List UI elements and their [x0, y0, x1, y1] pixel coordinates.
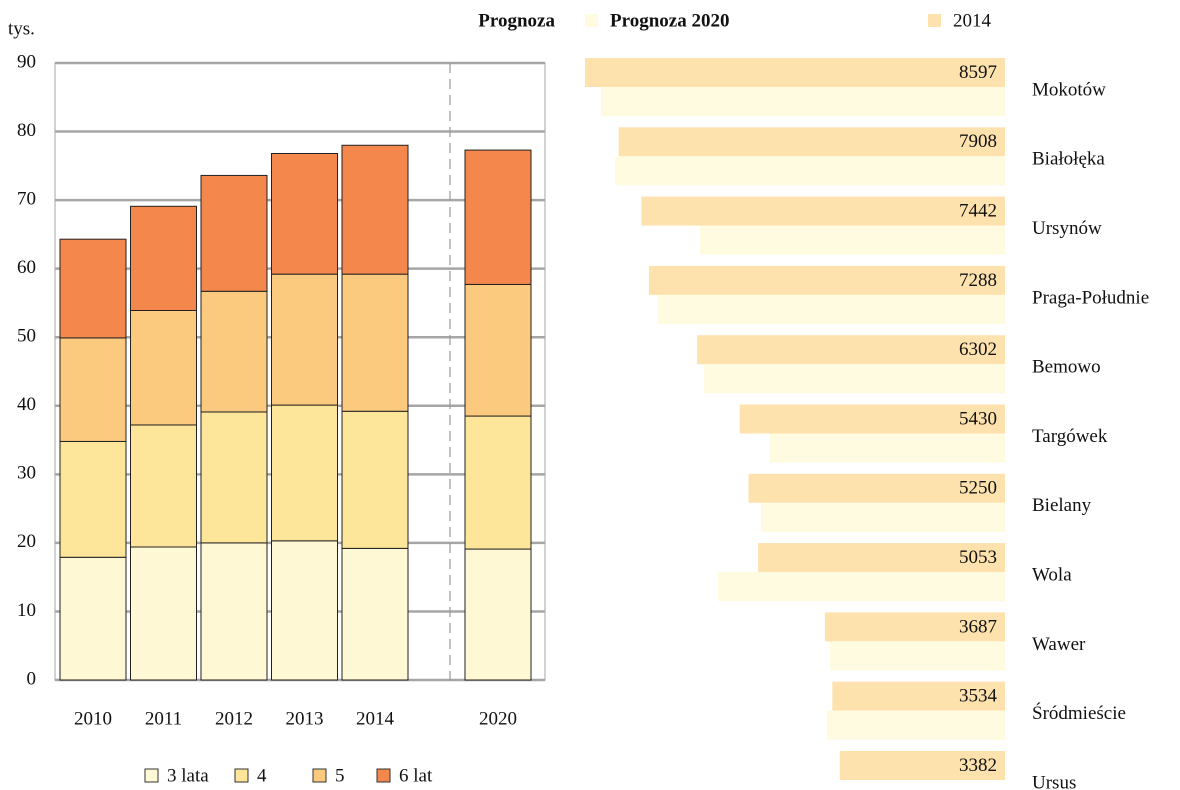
category-label: Śródmieście	[1032, 702, 1126, 724]
value-label: 5053	[959, 547, 997, 568]
bar-segment	[271, 540, 338, 681]
bar-segment	[59, 238, 127, 339]
category-label: Mokotów	[1032, 79, 1106, 100]
category-label: Ursus	[1032, 772, 1076, 790]
bar-segment	[130, 309, 197, 426]
bar	[657, 294, 1005, 324]
category-label: Bielany	[1032, 495, 1092, 516]
bar-segment	[200, 174, 268, 292]
category-label: Białołęka	[1032, 149, 1105, 170]
y-tick-label: 0	[27, 668, 37, 689]
y-tick-label: 40	[17, 394, 36, 415]
x-tick-label: 2012	[215, 708, 253, 729]
bar-segment	[59, 337, 127, 442]
value-label: 7908	[959, 131, 997, 152]
bar	[770, 433, 1005, 463]
bar-segment	[200, 411, 268, 544]
y-tick-label: 90	[17, 51, 36, 72]
legend-swatch	[234, 768, 249, 783]
bar	[585, 58, 1005, 87]
bar	[600, 87, 1005, 116]
bar-segment	[464, 149, 532, 285]
value-label: 3534	[959, 686, 998, 707]
bar-segment	[464, 548, 532, 681]
bar	[758, 543, 1005, 573]
bar-segment	[130, 205, 197, 311]
y-tick-label: 70	[17, 188, 36, 209]
value-label: 5430	[959, 408, 997, 429]
category-label: Praga-Południe	[1032, 287, 1149, 308]
legend-swatch	[312, 768, 327, 783]
bar	[700, 225, 1005, 255]
legend-swatch	[376, 768, 391, 783]
value-label: 7442	[959, 200, 997, 221]
bar	[760, 502, 1005, 532]
category-label: Bemowo	[1032, 357, 1101, 378]
legend-label: 2014	[953, 10, 992, 31]
bar-segment	[341, 144, 409, 275]
value-label: 3687	[959, 616, 997, 637]
bar-segment	[341, 273, 409, 412]
bar	[697, 335, 1005, 365]
bar-segment	[271, 152, 338, 275]
bar-segment	[464, 283, 532, 417]
bar	[824, 612, 1005, 642]
bar	[717, 572, 1005, 602]
bar	[830, 641, 1005, 671]
bar-segment	[200, 290, 268, 413]
legend-label: Prognoza 2020	[610, 10, 729, 31]
x-tick-label: 2013	[286, 708, 324, 729]
y-tick-label: 30	[17, 463, 36, 484]
legend-swatch	[928, 14, 941, 27]
bar-segment	[59, 440, 127, 558]
bar-segment	[200, 542, 268, 681]
y-tick-label: 20	[17, 531, 36, 552]
value-label: 6302	[959, 339, 997, 360]
bar-segment	[130, 424, 197, 548]
category-label: Targówek	[1032, 426, 1108, 447]
value-label: 5250	[959, 478, 997, 499]
legend-swatch	[585, 14, 598, 27]
category-label: Wawer	[1032, 634, 1086, 655]
bar-segment	[271, 404, 338, 542]
bar-segment	[341, 547, 409, 681]
bar	[739, 404, 1005, 434]
y-tick-label: 50	[17, 326, 36, 347]
bar-segment	[464, 415, 532, 550]
y-tick-label: 10	[17, 600, 36, 621]
y-axis-label: tys.	[8, 18, 35, 39]
x-tick-label: 2010	[74, 708, 112, 729]
bar-segment	[130, 546, 197, 681]
category-label: Wola	[1032, 564, 1072, 585]
category-label: Ursynów	[1032, 218, 1102, 239]
bar	[748, 473, 1005, 503]
legend-label: 6 lat	[399, 765, 433, 786]
legend-label: 4	[257, 765, 267, 786]
header: Prognoza	[478, 10, 555, 31]
legend-label: 3 lata	[167, 765, 209, 786]
value-label: 3382	[959, 755, 997, 776]
bar-segment	[341, 410, 409, 549]
legend-label: 5	[335, 765, 345, 786]
y-tick-label: 60	[17, 257, 36, 278]
bar	[641, 196, 1005, 226]
x-tick-label: 2014	[356, 708, 395, 729]
bar-segment	[271, 273, 338, 406]
bar	[832, 681, 1005, 711]
y-tick-label: 80	[17, 120, 36, 141]
x-tick-label: 2020	[479, 708, 517, 729]
x-tick-label: 2011	[145, 708, 182, 729]
bar-segment	[59, 556, 127, 681]
bar	[703, 364, 1005, 394]
legend-swatch	[144, 768, 159, 783]
bar	[826, 710, 1005, 740]
bar	[839, 751, 1005, 780]
value-label: 8597	[959, 62, 997, 83]
bar	[614, 156, 1005, 186]
value-label: 7288	[959, 270, 997, 291]
bar	[648, 265, 1005, 295]
bar	[618, 127, 1005, 157]
